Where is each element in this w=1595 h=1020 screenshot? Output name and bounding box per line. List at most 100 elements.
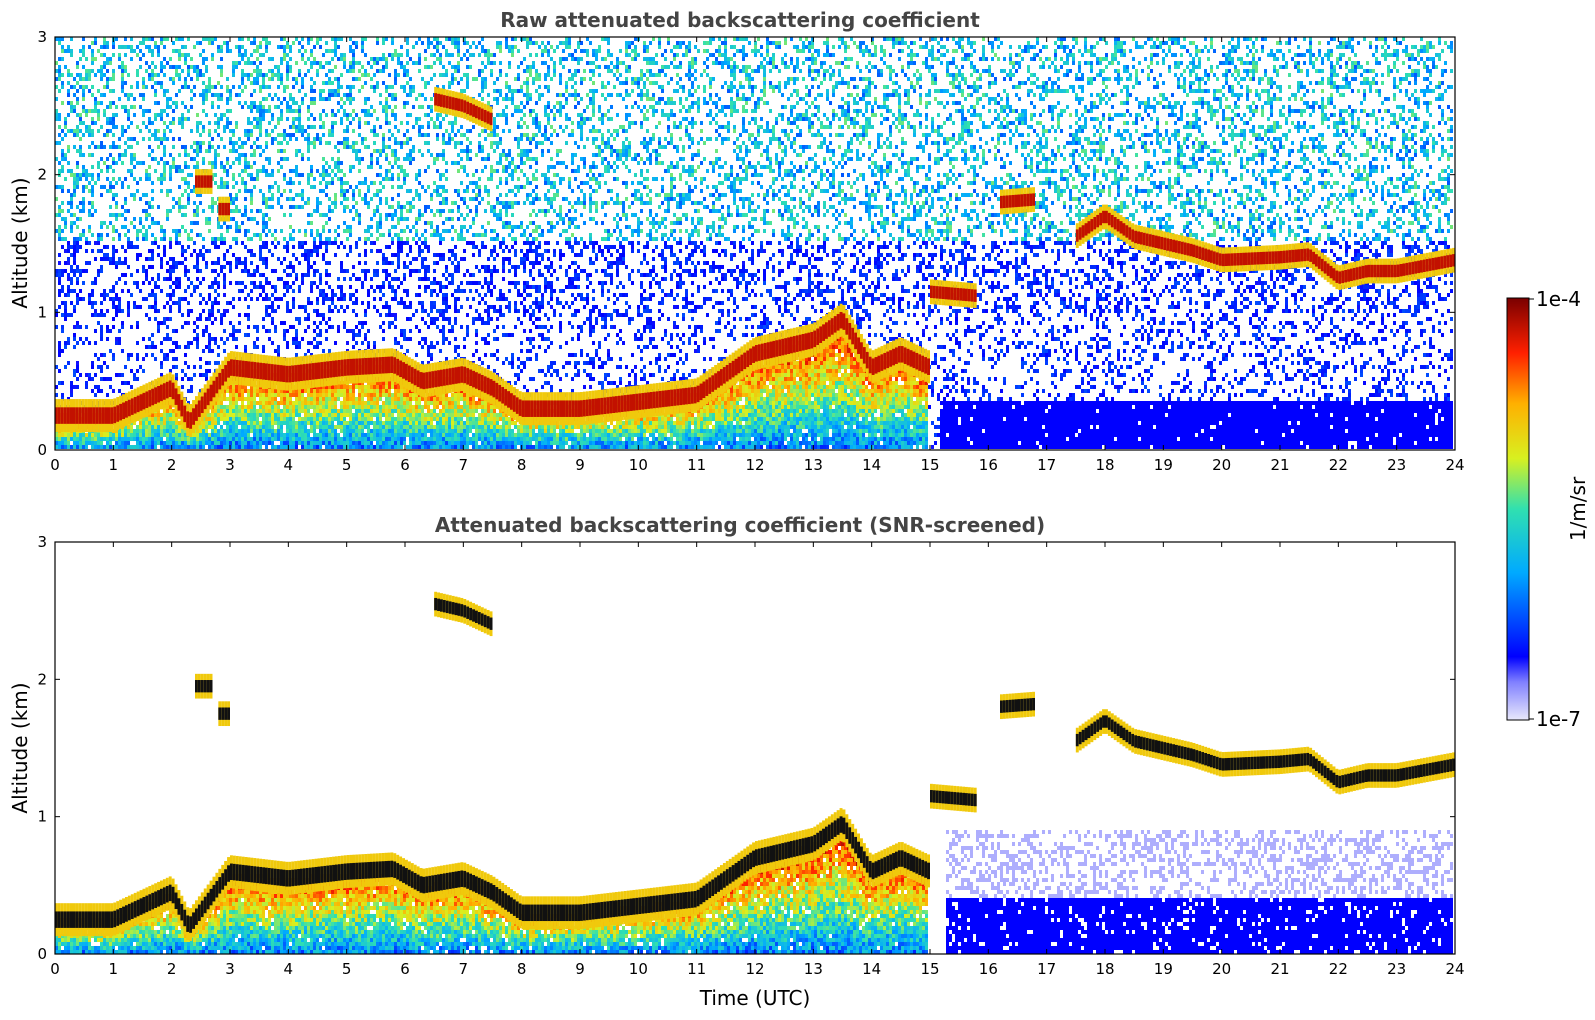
layer-core (685, 387, 688, 405)
layer-core (1017, 194, 1021, 207)
layer-core (212, 884, 216, 902)
layer-core (495, 887, 499, 904)
layer-core (679, 892, 683, 910)
layer-core (364, 862, 368, 879)
layer-core (1230, 757, 1234, 771)
layer-core (693, 386, 697, 404)
layer-core (865, 856, 869, 873)
layer-core (603, 397, 607, 415)
layer-core (1253, 252, 1257, 265)
y-tick-label: 0 (37, 945, 47, 963)
layer-core (1338, 271, 1342, 284)
layer-core (810, 331, 814, 349)
layer-core (352, 862, 356, 880)
layer-core (133, 396, 137, 414)
layer-core (1102, 210, 1105, 224)
layer-core (104, 911, 108, 928)
layer-core (425, 876, 429, 893)
layer-core (927, 862, 930, 880)
layer-core (755, 849, 758, 866)
layer-core (766, 342, 770, 359)
layer-core (1367, 769, 1371, 782)
layer-core (1233, 253, 1237, 266)
x-axis-label: Time (UTC) (699, 986, 811, 1010)
layer-core (1361, 770, 1365, 783)
layer-core (1285, 754, 1289, 768)
layer-core (970, 289, 974, 302)
layer-core (909, 350, 913, 367)
layer-core (1008, 195, 1012, 208)
layer-core (1195, 245, 1199, 259)
layer-core (810, 836, 814, 853)
layer-core (1326, 767, 1330, 781)
layer-core (906, 348, 910, 366)
layer-core (1084, 223, 1088, 236)
layer-core (915, 352, 919, 370)
layer-core (1224, 253, 1228, 267)
layer-core (372, 861, 376, 879)
layer-core (1364, 769, 1368, 782)
layer-core (1288, 754, 1292, 767)
layer-core (673, 893, 677, 910)
layer-core (224, 202, 228, 216)
layer-core (422, 372, 426, 390)
layer-core (1186, 243, 1190, 256)
layer-core (75, 407, 79, 424)
layer-core (556, 904, 560, 922)
layer-core (472, 104, 475, 117)
layer-core (1096, 214, 1100, 228)
layer-core (775, 844, 779, 861)
layer-core (1032, 697, 1035, 711)
layer-core (1271, 755, 1275, 769)
layer-core (110, 911, 114, 928)
layer-core (1274, 755, 1278, 769)
layer-core (580, 400, 583, 417)
layer-core (1355, 267, 1359, 280)
x-tick-label: 7 (459, 456, 469, 474)
layer-core (862, 347, 866, 364)
layer-core (495, 382, 499, 400)
layer-core (1081, 225, 1085, 238)
layer-core (804, 333, 808, 350)
layer-core (830, 318, 834, 335)
layer-core (320, 362, 324, 379)
layer-core (597, 398, 601, 415)
layer-core (1145, 738, 1149, 751)
layer-core (1285, 250, 1289, 263)
layer-core (623, 899, 627, 916)
layer-core (1428, 762, 1432, 776)
layer-core (921, 355, 925, 373)
layer-core (162, 383, 166, 400)
layer-core (921, 859, 925, 877)
layer-core (895, 347, 898, 364)
layer-core (652, 391, 656, 409)
x-tick-label: 14 (862, 456, 881, 474)
layer-core (720, 873, 723, 890)
layer-core (335, 864, 338, 882)
layer-core (1358, 771, 1362, 784)
x-tick-label: 1 (109, 960, 119, 978)
layer-core (483, 880, 487, 898)
layer-core (743, 856, 747, 874)
layer-core (571, 400, 575, 417)
layer-core (722, 367, 726, 384)
layer-core (218, 202, 222, 216)
layer-core (854, 836, 858, 854)
layer-core (463, 100, 467, 113)
layer-core (168, 884, 172, 902)
layer-core (1449, 254, 1453, 268)
layer-core (454, 97, 458, 111)
layer-core (1119, 725, 1123, 739)
layer-core (200, 396, 204, 414)
layer-core (632, 898, 636, 915)
layer-core (440, 599, 443, 612)
layer-core (1154, 235, 1158, 248)
layer-core (582, 904, 586, 921)
layer-core (442, 95, 446, 108)
layer-core (801, 838, 805, 855)
layer-core (186, 411, 190, 428)
layer-core (440, 873, 443, 891)
layer-core (113, 910, 117, 928)
layer-core (171, 886, 175, 904)
layer-core (1110, 719, 1114, 732)
